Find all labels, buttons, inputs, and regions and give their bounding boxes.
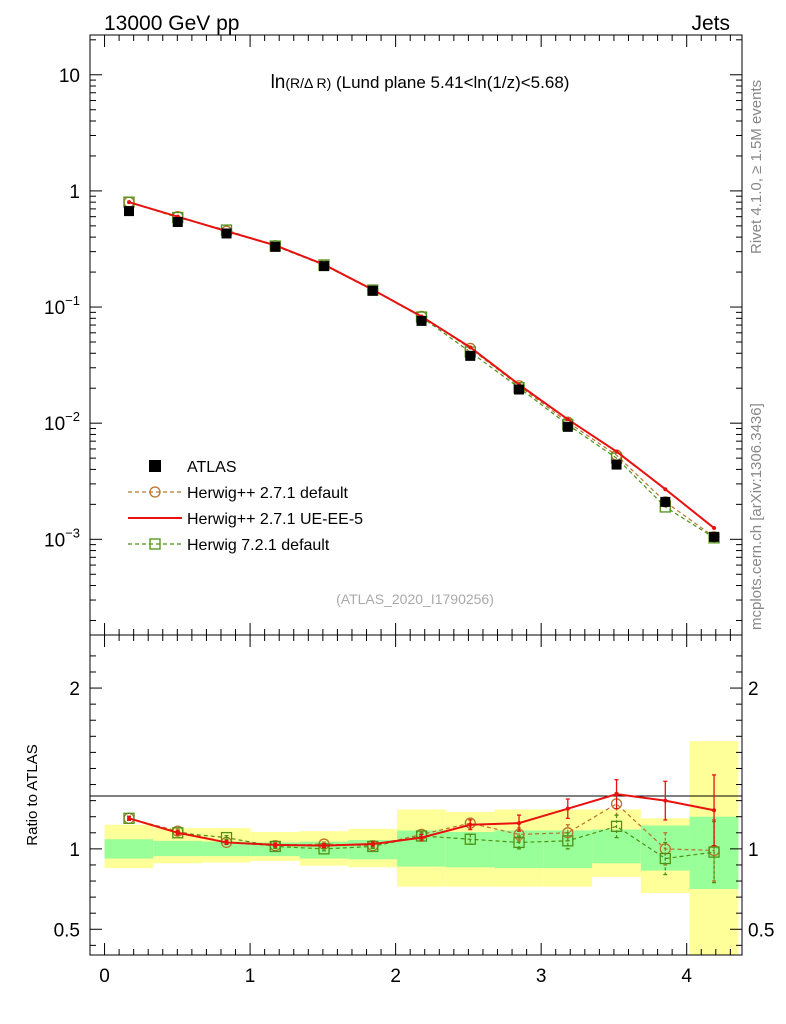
main-data-point xyxy=(565,417,570,422)
main-data-point xyxy=(614,449,619,454)
main-series-layer xyxy=(123,196,720,544)
ratio-panel: 0.5 0.5 1 1 2 2 Ratio to ATLAS 0 1 2 3 4 xyxy=(24,634,775,987)
green-band-bin xyxy=(153,840,203,857)
main-data-point xyxy=(468,345,473,350)
ratio-data-point xyxy=(565,806,570,811)
legend-label: ATLAS xyxy=(187,459,237,476)
tick-exponent: −1 xyxy=(65,293,80,308)
tick-base: 10 xyxy=(44,530,65,551)
main-data-point xyxy=(172,216,183,227)
x-tick-label: 1 xyxy=(245,966,256,987)
legend-label: Herwig++ 2.7.1 default xyxy=(187,485,349,502)
main-data-point xyxy=(712,526,717,531)
main-data-point xyxy=(124,206,135,217)
ratio-data-point xyxy=(562,835,574,847)
green-band-bin xyxy=(202,841,251,857)
ratio-y-tick-label: 1 xyxy=(69,840,80,861)
chart-title-head: ln xyxy=(271,72,286,93)
x-tick-label: 3 xyxy=(536,966,547,987)
header-category: Jets xyxy=(691,12,730,35)
ratio-data-point xyxy=(663,798,668,803)
main-y-tick-label: 10−1 xyxy=(44,293,80,319)
chart-title: ln(R/Δ R) (Lund plane 5.41<ln(1/z)<5.68) xyxy=(271,72,570,93)
ratio-data-point xyxy=(513,836,525,849)
ratio-data-point xyxy=(273,842,278,847)
ratio-data-point xyxy=(708,846,720,858)
main-y-tick-label: 10−2 xyxy=(44,409,80,435)
rivet-label: Rivet 4.1.0, ≥ 1.5M events xyxy=(748,80,765,254)
main-data-point xyxy=(221,228,232,239)
ratio-data-point xyxy=(123,812,135,824)
ratio-y-tick-labels: 0.5 0.5 1 1 2 2 xyxy=(54,679,775,941)
chart-title-rest: (Lund plane 5.41<ln(1/z)<5.68) xyxy=(331,73,569,92)
legend-marker xyxy=(149,538,161,550)
main-data-point xyxy=(416,315,427,326)
main-data-point xyxy=(127,200,132,205)
main-data-point xyxy=(611,459,622,470)
ratio-data-point xyxy=(712,808,717,813)
ratio-y-tick-label: 0.5 xyxy=(54,920,80,941)
legend-label: Herwig++ 2.7.1 UE-EE-5 xyxy=(187,511,363,528)
ratio-data-point xyxy=(370,842,375,847)
ratio-data-point xyxy=(659,852,671,865)
legend-label: Herwig 7.2.1 default xyxy=(187,537,330,554)
tick-exponent: −2 xyxy=(65,409,80,424)
ratio-y-tick-label: 2 xyxy=(69,679,80,700)
mcplots-label: mcplots.cern.ch [arXiv:1306.3436] xyxy=(748,403,765,630)
ratio-y-tick-label-right: 1 xyxy=(748,840,759,861)
analysis-watermark: (ATLAS_2020_I1790256) xyxy=(336,591,494,607)
ratio-series-layer xyxy=(123,774,720,884)
tick-base: 10 xyxy=(44,414,65,435)
ratio-data-point xyxy=(367,840,379,853)
main-data-point xyxy=(514,384,525,395)
main-axis-ticks xyxy=(89,35,742,635)
ratio-data-point xyxy=(419,835,424,840)
green-band-bin xyxy=(592,829,641,864)
ratio-y-tick-label-right: 2 xyxy=(748,679,759,700)
x-tick-label: 0 xyxy=(99,966,110,987)
x-tick-label: 2 xyxy=(390,966,401,987)
main-y-tick-label: 1 xyxy=(69,182,80,203)
ratio-data-point xyxy=(269,840,281,853)
green-band-bin xyxy=(104,839,154,859)
ratio-y-axis-label: Ratio to ATLAS xyxy=(24,744,41,845)
ratio-data-point xyxy=(175,830,180,835)
main-y-tick-label: 10 xyxy=(59,66,80,87)
legend-marker-atlas xyxy=(149,460,161,472)
main-data-point xyxy=(562,421,573,432)
main-data-point xyxy=(465,350,476,361)
tick-base: 10 xyxy=(44,298,65,319)
ratio-axis-ticks xyxy=(89,635,742,955)
main-data-point xyxy=(367,285,378,296)
legend-marker xyxy=(149,486,161,498)
ratio-data-point xyxy=(614,792,619,797)
x-tick-label: 4 xyxy=(681,966,692,987)
main-series-line xyxy=(128,201,715,529)
ratio-data-point xyxy=(322,843,327,848)
header-collision: 13000 GeV pp xyxy=(104,12,239,35)
main-y-tick-label: 10−3 xyxy=(44,525,80,551)
ratio-data-point xyxy=(468,822,473,827)
ratio-y-tick-label-right: 0.5 xyxy=(748,920,774,941)
ratio-data-point xyxy=(224,840,229,845)
ratio-data-point xyxy=(127,816,132,821)
main-data-point xyxy=(660,496,671,507)
main-data-point xyxy=(709,531,720,542)
main-data-point xyxy=(319,261,330,272)
main-data-point xyxy=(270,241,281,252)
ratio-data-point xyxy=(610,820,623,833)
main-data-point xyxy=(663,487,668,492)
chart-title-paren: (R/Δ R) xyxy=(285,75,331,91)
tick-exponent: −3 xyxy=(65,525,80,540)
ratio-uncertainty-bands xyxy=(104,741,739,955)
x-tick-labels: 0 1 2 3 4 xyxy=(99,966,692,987)
legend: ATLAS Herwig++ 2.7.1 default Herwig++ 2.7.… xyxy=(128,459,363,554)
ratio-data-point xyxy=(517,821,522,826)
ratio-data-point xyxy=(464,833,476,845)
ratio-frame xyxy=(89,634,743,956)
